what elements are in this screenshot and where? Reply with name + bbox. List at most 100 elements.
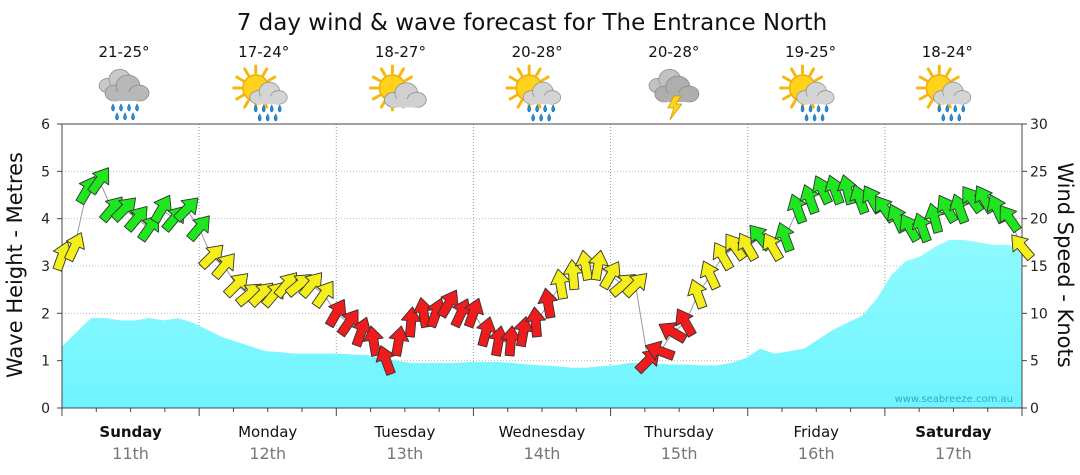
wind-arrow [699, 260, 721, 291]
rain-drop [123, 112, 127, 121]
sun-ray [790, 99, 797, 109]
wind-arrow-shape [687, 278, 708, 310]
wind-arrow [550, 268, 571, 300]
wind-arrow-shape [962, 186, 985, 215]
rain-drop [824, 104, 829, 113]
wind-arrow-shape [211, 253, 235, 281]
partly-cloudy-icon [368, 64, 427, 112]
rain-drop [941, 113, 946, 122]
rain-drop [135, 103, 139, 112]
wind-arrow [537, 287, 559, 319]
rain-drops [527, 104, 555, 122]
day-labels: Sunday 11th Monday 12th Tuesday 13th Wednesday… [99, 423, 991, 463]
rain-drop [539, 113, 543, 122]
rain-drop [800, 104, 805, 113]
wind-arrow [150, 194, 172, 225]
day-forecast-header: 21-25° 17-24° 18-27° 20-28° 20-28° 19-25° 18-2… [98, 43, 973, 122]
sun-showers-icon [915, 64, 972, 122]
wind-arrow [375, 345, 396, 376]
rain-drop [953, 104, 958, 113]
day-date-label: 15th [661, 444, 698, 463]
wind-arrow-shape [1011, 234, 1035, 262]
sun-ray [945, 67, 952, 77]
wind-arrow [123, 205, 148, 233]
sun-ray [379, 99, 387, 109]
wind-arrow [644, 340, 676, 361]
wind-arrow [911, 212, 932, 244]
sun-ray [403, 75, 413, 82]
rain-drop [808, 104, 813, 113]
wind-arrow-shape [644, 340, 676, 361]
wind-arrow-shape [588, 249, 609, 282]
wind-arrow [400, 306, 422, 338]
chart-title: 7 day wind & wave forecast for The Entra… [237, 10, 828, 36]
rain-icon [98, 69, 150, 121]
wind-arrow-shape [400, 306, 422, 338]
wind-arrow [621, 273, 648, 299]
cloud-base [255, 96, 280, 105]
right-tick-label: 10 [1030, 306, 1048, 322]
day-name-label: Sunday [99, 423, 162, 441]
sun-ray [371, 94, 381, 101]
sun-ray [243, 67, 250, 77]
wind-arrow-shape [537, 287, 559, 319]
cloud-shape [249, 81, 288, 105]
wind-arrow [999, 205, 1022, 234]
wind-arrow-shape [324, 298, 347, 329]
wind-arrow-shape [198, 244, 224, 271]
day-date-label: 17th [935, 444, 972, 463]
day-date-label: 12th [249, 444, 286, 463]
sun-ray [782, 75, 792, 82]
left-axis-label: Wave Height - Metres [3, 152, 27, 378]
wind-arrow-shape [562, 259, 584, 291]
wind-arrow-shape [500, 325, 522, 357]
wind-arrow [675, 308, 697, 338]
wind-arrow-shape [64, 232, 85, 263]
wind-arrow [351, 316, 372, 348]
wave-height-area [62, 240, 1022, 408]
rain-drop [115, 112, 119, 121]
wind-arrow-shape [513, 316, 534, 348]
wind-arrow-shape [621, 273, 648, 299]
wind-arrow [599, 261, 621, 291]
rain-drop [527, 104, 531, 113]
rain-drop [535, 104, 539, 113]
wind-arrow [476, 316, 497, 348]
wind-arrow [222, 273, 249, 299]
wind-arrow-shape [87, 167, 110, 196]
day-name-label: Friday [794, 423, 840, 441]
rain-drops [937, 104, 966, 122]
rain-drop [253, 104, 258, 113]
wind-arrow-shape [787, 193, 808, 225]
sun-ray [790, 67, 797, 77]
cloud-shape [796, 81, 835, 105]
cloud-shape [933, 81, 972, 105]
wind-arrow-shape [222, 273, 249, 299]
left-tick-label: 4 [41, 212, 50, 228]
sun-ray [926, 67, 934, 77]
wind-arrow [211, 253, 235, 281]
wind-arrow [687, 278, 708, 310]
left-tick-label: 3 [41, 259, 50, 275]
wind-arrow-shape [437, 289, 459, 319]
wind-arrow-shape [375, 345, 396, 376]
wind-arrow-shape [911, 212, 932, 244]
sun-ray [267, 75, 277, 82]
rain-drop [111, 103, 115, 112]
rain-drop [261, 104, 266, 113]
rain-drop [547, 113, 551, 122]
wind-arrow [658, 322, 688, 344]
storm-icon [648, 69, 700, 121]
wind-arrow [198, 244, 224, 271]
temperature-label: 20-28° [512, 43, 563, 61]
wind-arrow [962, 186, 985, 215]
right-axis-label: Wind Speed - Knots [1053, 162, 1077, 367]
cloud-shape [104, 74, 150, 102]
wind-arrow-shape [336, 309, 359, 338]
left-tick-label: 2 [41, 306, 50, 322]
sun-showers-icon [505, 64, 562, 122]
lightning-bolt [667, 95, 683, 121]
temperature-label: 17-24° [238, 43, 289, 61]
cloud-shape [654, 75, 700, 103]
